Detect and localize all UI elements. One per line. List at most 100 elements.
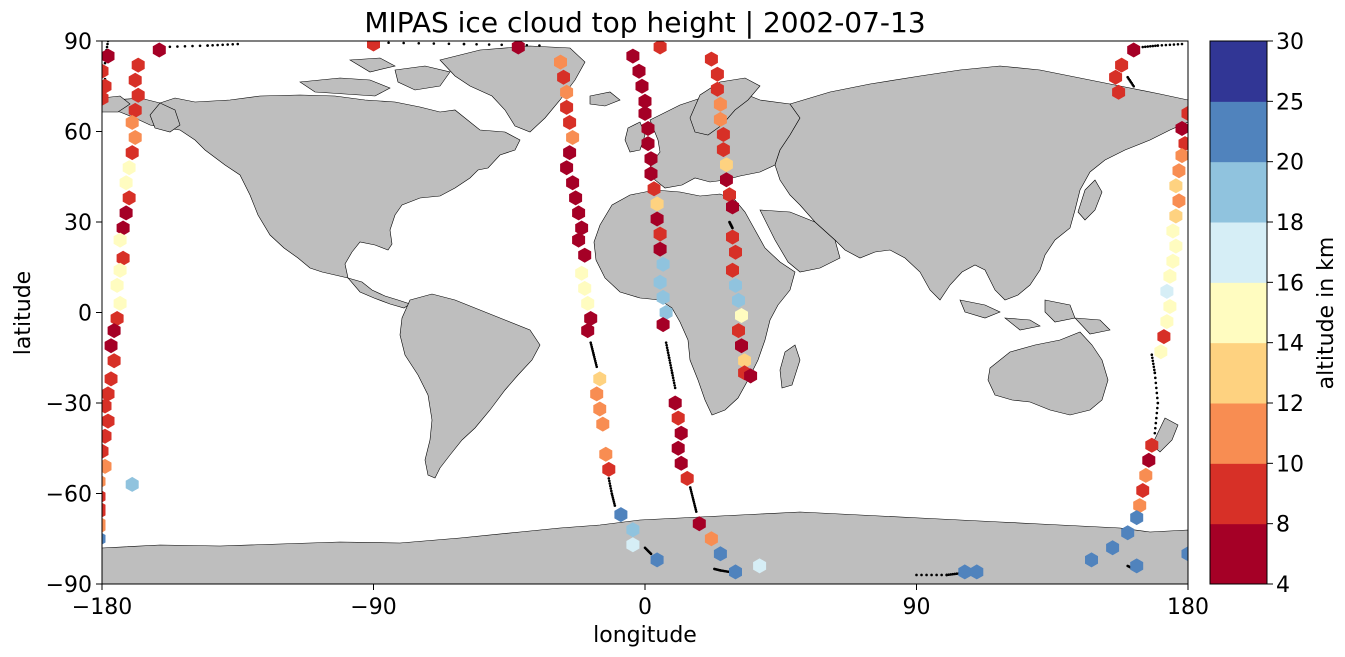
no-cloud-dot xyxy=(731,226,734,230)
cloud-marker xyxy=(152,42,166,58)
cloud-marker xyxy=(735,308,748,323)
y-tick-label: 90 xyxy=(64,30,92,55)
cloud-marker xyxy=(638,93,652,109)
cloud-marker xyxy=(596,416,610,432)
no-cloud-dot xyxy=(1172,43,1176,46)
cloud-marker xyxy=(572,232,586,248)
cloud-marker xyxy=(1169,208,1183,224)
cloud-marker xyxy=(128,72,142,88)
cloud-marker xyxy=(726,262,739,278)
no-cloud-dot xyxy=(1176,42,1180,46)
land-greenland xyxy=(439,45,586,133)
no-cloud-dot xyxy=(1150,353,1154,357)
no-cloud-dot xyxy=(609,487,613,490)
x-tick-label: 90 xyxy=(903,595,931,620)
no-cloud-dot xyxy=(610,492,614,495)
cloud-marker xyxy=(1175,148,1188,164)
no-cloud-dot xyxy=(1155,386,1158,390)
cloud-marker xyxy=(511,41,525,55)
cloud-marker xyxy=(1166,223,1180,239)
no-cloud-dot xyxy=(610,489,613,493)
no-cloud-dot xyxy=(211,43,214,47)
cloud-marker xyxy=(738,353,751,369)
cloud-marker xyxy=(125,145,139,161)
cloud-marker xyxy=(1166,253,1180,269)
cloud-marker xyxy=(1160,283,1174,299)
no-cloud-dot xyxy=(594,363,598,367)
cloud-marker xyxy=(102,490,106,503)
no-cloud-dot xyxy=(432,42,436,45)
cloud-marker xyxy=(626,522,640,538)
cloud-marker xyxy=(647,181,661,197)
cloud-marker xyxy=(107,323,121,339)
no-cloud-dot xyxy=(1156,396,1159,400)
cloud-marker xyxy=(102,533,106,545)
no-cloud-dot xyxy=(538,44,541,47)
no-cloud-dot xyxy=(613,504,617,507)
y-tick-label: −90 xyxy=(46,573,92,598)
no-cloud-dot xyxy=(690,494,694,497)
no-cloud-dot xyxy=(221,43,224,47)
cloud-marker xyxy=(593,371,607,387)
cloud-marker xyxy=(614,507,628,523)
no-cloud-dot xyxy=(1155,391,1159,395)
cloud-marker xyxy=(1130,558,1144,574)
cloud-marker xyxy=(729,244,742,260)
cloud-marker xyxy=(581,295,595,311)
colorbar-tick-label: 18 xyxy=(1276,211,1304,236)
colorbar-bin xyxy=(1210,222,1267,283)
no-cloud-dot xyxy=(1141,45,1145,49)
no-cloud-dot xyxy=(591,351,595,355)
no-cloud-dot xyxy=(694,508,698,511)
cloud-marker xyxy=(1109,69,1123,85)
no-cloud-dot xyxy=(935,573,938,577)
no-cloud-dot xyxy=(1152,365,1156,369)
cloud-marker xyxy=(102,458,112,474)
cloud-marker xyxy=(566,130,580,145)
colorbar-bin xyxy=(1210,463,1267,525)
land-arctic-islands xyxy=(299,57,451,97)
y-axis: 90 60 30 0 −30 −60 −90 xyxy=(46,30,102,598)
no-cloud-dot xyxy=(689,488,693,491)
cloud-marker xyxy=(958,564,972,580)
cloud-marker xyxy=(1136,483,1150,498)
cloud-marker xyxy=(1130,510,1144,526)
cloud-marker xyxy=(704,51,718,67)
no-cloud-dot xyxy=(590,347,594,351)
no-cloud-dot xyxy=(671,374,674,377)
x-tick-label: −180 xyxy=(72,595,132,620)
cloud-marker xyxy=(668,395,682,411)
no-cloud-dot xyxy=(183,44,187,48)
cloud-marker xyxy=(113,232,127,248)
no-cloud-dot xyxy=(1154,426,1157,430)
no-cloud-dot xyxy=(206,44,209,47)
cloud-marker xyxy=(116,250,130,266)
colorbar: 4 8 10 12 14 16 18 20 25 30 xyxy=(1209,30,1304,598)
colorbar-bin xyxy=(1210,403,1267,464)
no-cloud-dot xyxy=(925,573,928,577)
no-cloud-dot xyxy=(690,492,694,495)
map-plot-area xyxy=(101,40,1189,585)
cloud-marker xyxy=(650,211,664,227)
no-cloud-dot xyxy=(668,361,672,365)
cloud-marker xyxy=(102,475,106,488)
cloud-marker xyxy=(653,226,667,242)
cloud-marker xyxy=(566,175,580,191)
cloud-marker xyxy=(122,160,136,176)
no-cloud-dot xyxy=(191,44,194,48)
cloud-marker xyxy=(560,84,574,100)
cloud-marker xyxy=(1085,552,1098,568)
cloud-marker xyxy=(659,305,673,320)
cloud-marker xyxy=(560,160,574,176)
cloud-marker xyxy=(131,87,145,103)
no-cloud-dot xyxy=(387,41,390,45)
no-cloud-dot xyxy=(611,494,614,497)
cloud-marker xyxy=(713,96,727,112)
cloud-marker xyxy=(692,516,706,532)
no-cloud-dot xyxy=(649,552,653,556)
cloud-marker xyxy=(367,41,380,52)
cloud-marker xyxy=(720,172,733,188)
no-cloud-dot xyxy=(947,573,950,576)
no-cloud-dot xyxy=(1155,411,1159,415)
